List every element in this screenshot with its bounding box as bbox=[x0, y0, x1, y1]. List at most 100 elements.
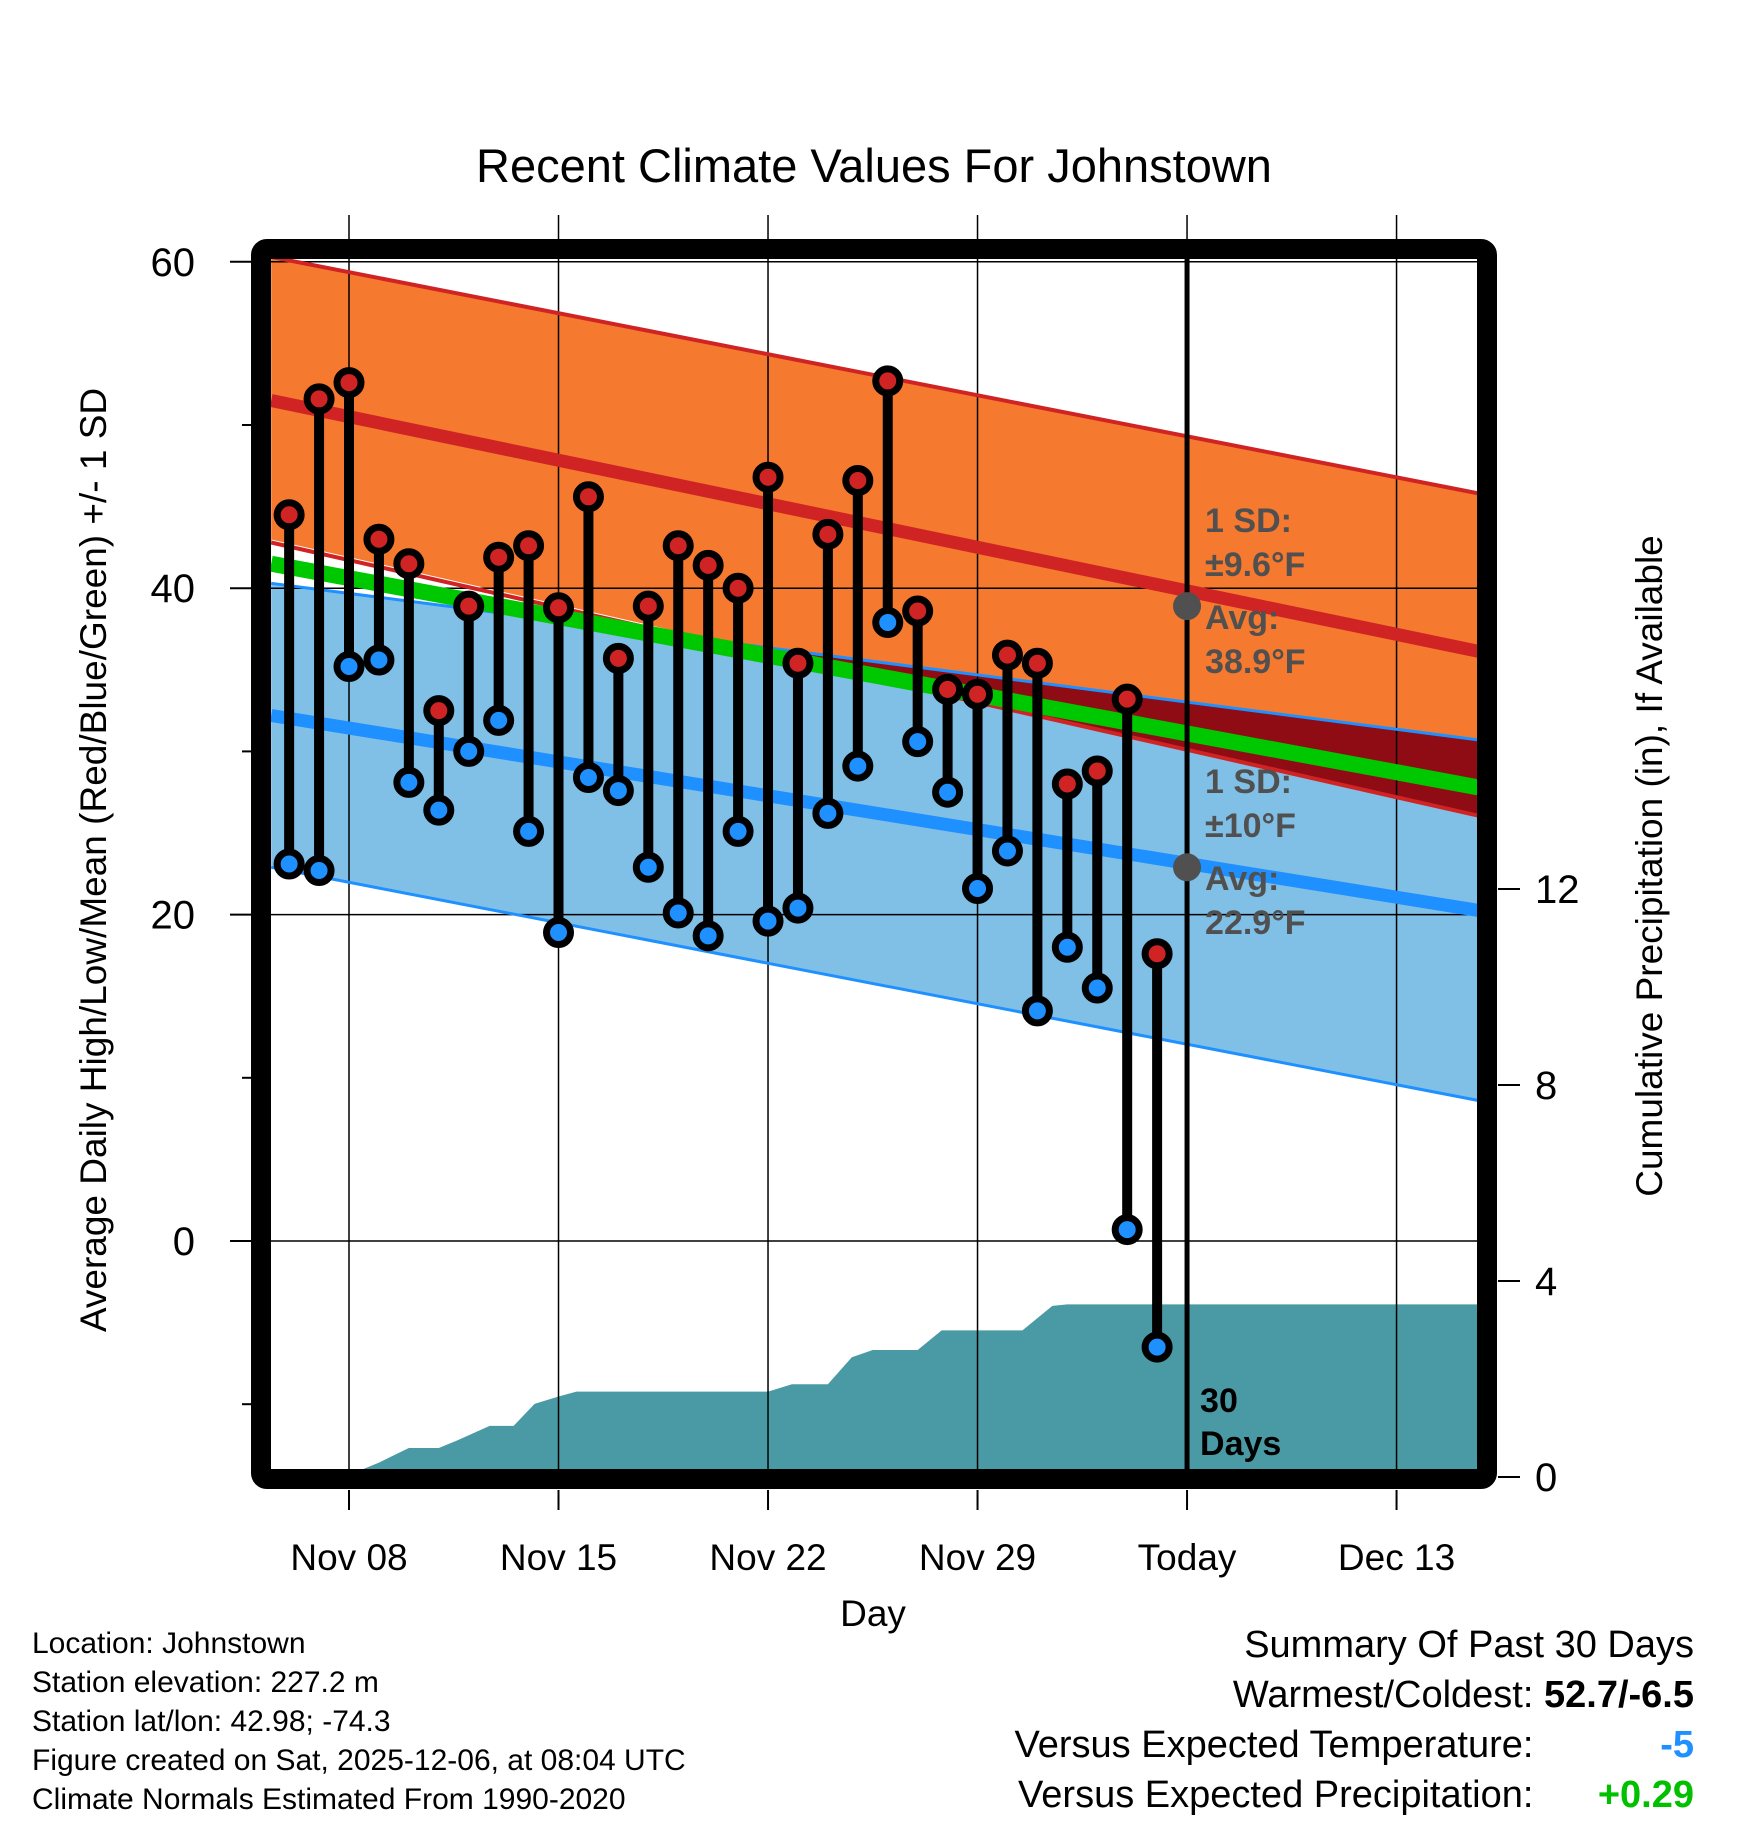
summary-panel: Summary Of Past 30 Days Warmest/Coldest:… bbox=[1015, 1620, 1694, 1820]
y2-tick-label: 12 bbox=[1535, 868, 1580, 912]
precip-value: +0.29 bbox=[1597, 1774, 1694, 1816]
high-annot-text: Avg: bbox=[1205, 599, 1279, 637]
daily-bar bbox=[453, 590, 485, 767]
high-marker bbox=[572, 481, 604, 513]
low-marker bbox=[572, 762, 604, 794]
daily-bar bbox=[842, 464, 874, 782]
low-marker bbox=[1021, 995, 1053, 1027]
high-marker bbox=[812, 518, 844, 550]
y2-axis-label: Cumulative Precipitation (in), If Availa… bbox=[1629, 535, 1670, 1197]
low-marker bbox=[333, 651, 365, 683]
daily-bar bbox=[483, 541, 515, 736]
high-marker bbox=[602, 642, 634, 674]
low-marker bbox=[393, 766, 425, 798]
daily-bar bbox=[812, 518, 844, 829]
low-marker bbox=[602, 775, 634, 807]
axes: 0 20 40 60 0 4 8 12 Nov 08 Nov 15 Nov 22 Nov 29 Toda… bbox=[73, 241, 1670, 1634]
high-marker bbox=[692, 549, 724, 581]
daily-bar bbox=[1021, 647, 1053, 1027]
chart-title: Recent Climate Values For Johnstown bbox=[476, 139, 1272, 192]
high-marker bbox=[1081, 755, 1113, 787]
daily-bar bbox=[543, 592, 575, 949]
low-marker bbox=[662, 897, 694, 929]
low-marker bbox=[543, 917, 575, 949]
high-annot-text: 38.9°F bbox=[1205, 643, 1306, 681]
low-marker bbox=[722, 815, 754, 847]
y-tick-label: 0 bbox=[173, 1220, 195, 1264]
summary-temp: Versus Expected Temperature: -5 bbox=[1015, 1720, 1694, 1770]
low-annot-text: 22.9°F bbox=[1205, 904, 1306, 942]
x-tick-label: Dec 13 bbox=[1338, 1537, 1455, 1578]
summary-warm-cold: Warmest/Coldest: 52.7/-6.5 bbox=[1015, 1670, 1694, 1720]
daily-bar bbox=[1051, 768, 1083, 963]
high-marker bbox=[333, 367, 365, 399]
low-marker bbox=[1051, 931, 1083, 963]
station-info: Location: Johnstown Station elevation: 2… bbox=[32, 1624, 686, 1819]
y-tick-label: 20 bbox=[151, 894, 196, 938]
low-marker bbox=[1111, 1214, 1143, 1246]
daily-bar bbox=[692, 549, 724, 952]
daily-bar bbox=[602, 642, 634, 807]
precip-label: Versus Expected Precipitation: bbox=[1018, 1774, 1534, 1816]
high-marker bbox=[1051, 768, 1083, 800]
today-label-30: 30 bbox=[1200, 1382, 1238, 1420]
high-marker bbox=[872, 365, 904, 397]
daily-bar bbox=[872, 365, 904, 638]
high-marker bbox=[1141, 938, 1173, 970]
low-marker bbox=[812, 797, 844, 829]
x-axis-label: Day bbox=[840, 1593, 906, 1634]
daily-bar bbox=[752, 461, 784, 937]
daily-bar bbox=[393, 548, 425, 798]
high-marker bbox=[902, 595, 934, 627]
low-marker bbox=[872, 606, 904, 638]
low-marker bbox=[842, 750, 874, 782]
high-marker bbox=[722, 572, 754, 604]
high-marker bbox=[363, 523, 395, 555]
high-sd-band bbox=[271, 258, 1478, 816]
low-marker bbox=[483, 704, 515, 736]
daily-bar bbox=[572, 481, 604, 794]
plot-frame bbox=[251, 239, 1497, 1489]
y-axis-label: Average Daily High/Low/Mean (Red/Blue/Gr… bbox=[73, 388, 114, 1332]
low-annot-text: Avg: bbox=[1205, 860, 1279, 898]
low-marker bbox=[303, 855, 335, 887]
high-marker bbox=[273, 499, 305, 531]
low-marker bbox=[991, 835, 1023, 867]
low-annot-text: 1 SD: bbox=[1205, 763, 1292, 801]
elevation-text: Station elevation: 227.2 m bbox=[32, 1666, 379, 1699]
low-marker bbox=[692, 920, 724, 952]
temp-label: Versus Expected Temperature: bbox=[1014, 1724, 1534, 1766]
high-annot-text: ±9.6°F bbox=[1205, 546, 1305, 584]
warm-cold-value: 52.7/-6.5 bbox=[1544, 1674, 1694, 1716]
normals-annotations: 1 SD: ±9.6°F Avg: 38.9°F 1 SD: ±10°F Avg: 22.9°… bbox=[1173, 502, 1306, 942]
daily-bars bbox=[273, 365, 1173, 1363]
x-tick-label: Nov 29 bbox=[919, 1537, 1036, 1578]
x-tick-label: Nov 22 bbox=[709, 1537, 826, 1578]
high-marker bbox=[842, 464, 874, 496]
high-marker bbox=[632, 590, 664, 622]
daily-bar bbox=[513, 530, 545, 847]
low-marker bbox=[1141, 1331, 1173, 1363]
low-marker bbox=[453, 735, 485, 767]
low-marker bbox=[632, 851, 664, 883]
low-marker bbox=[962, 872, 994, 904]
frame-rect bbox=[251, 239, 1497, 1489]
low-annot-text: ±10°F bbox=[1205, 807, 1296, 845]
high-marker bbox=[782, 647, 814, 679]
high-annot-text: 1 SD: bbox=[1205, 502, 1292, 540]
low-marker bbox=[782, 892, 814, 924]
daily-bar bbox=[1111, 683, 1143, 1246]
low-marker bbox=[932, 776, 964, 808]
daily-bar bbox=[962, 678, 994, 904]
daily-bar bbox=[932, 673, 964, 808]
low-marker bbox=[1081, 972, 1113, 1004]
daily-bar bbox=[782, 647, 814, 924]
location-text: Location: Johnstown bbox=[32, 1627, 306, 1660]
y-tick-label: 40 bbox=[151, 567, 196, 611]
high-marker bbox=[393, 548, 425, 580]
daily-bar bbox=[363, 523, 395, 676]
temp-value: -5 bbox=[1660, 1724, 1694, 1766]
precip-fill bbox=[271, 1304, 1478, 1470]
normals-text: Climate Normals Estimated From 1990-2020 bbox=[32, 1783, 626, 1816]
